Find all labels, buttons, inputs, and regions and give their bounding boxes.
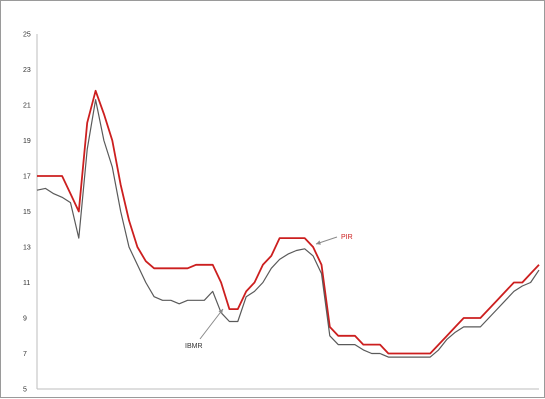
y-tick-label: 5 [23,387,27,394]
annotation-ibmr: IBMR [185,343,203,350]
y-tick-label: 23 [23,67,31,74]
annotation-ibmr-arrow-head [218,309,223,314]
annotation-pir-arrow-head [316,240,321,245]
y-tick-label: 13 [23,245,31,252]
y-tick-label: 17 [23,174,31,181]
annotation-pir: PIR [341,234,353,241]
series-line-ibmr [36,99,540,358]
y-tick-label: 9 [23,316,27,323]
y-tick-label: 25 [23,32,31,39]
y-tick-label: 7 [23,351,27,358]
y-tick-label: 15 [23,209,31,216]
series-line-pir [37,89,540,355]
y-tick-label: 11 [23,280,30,287]
annotation-ibmr-arrow-line [199,308,224,340]
y-tick-label: 19 [23,138,31,145]
y-tick-label: 21 [23,103,31,110]
